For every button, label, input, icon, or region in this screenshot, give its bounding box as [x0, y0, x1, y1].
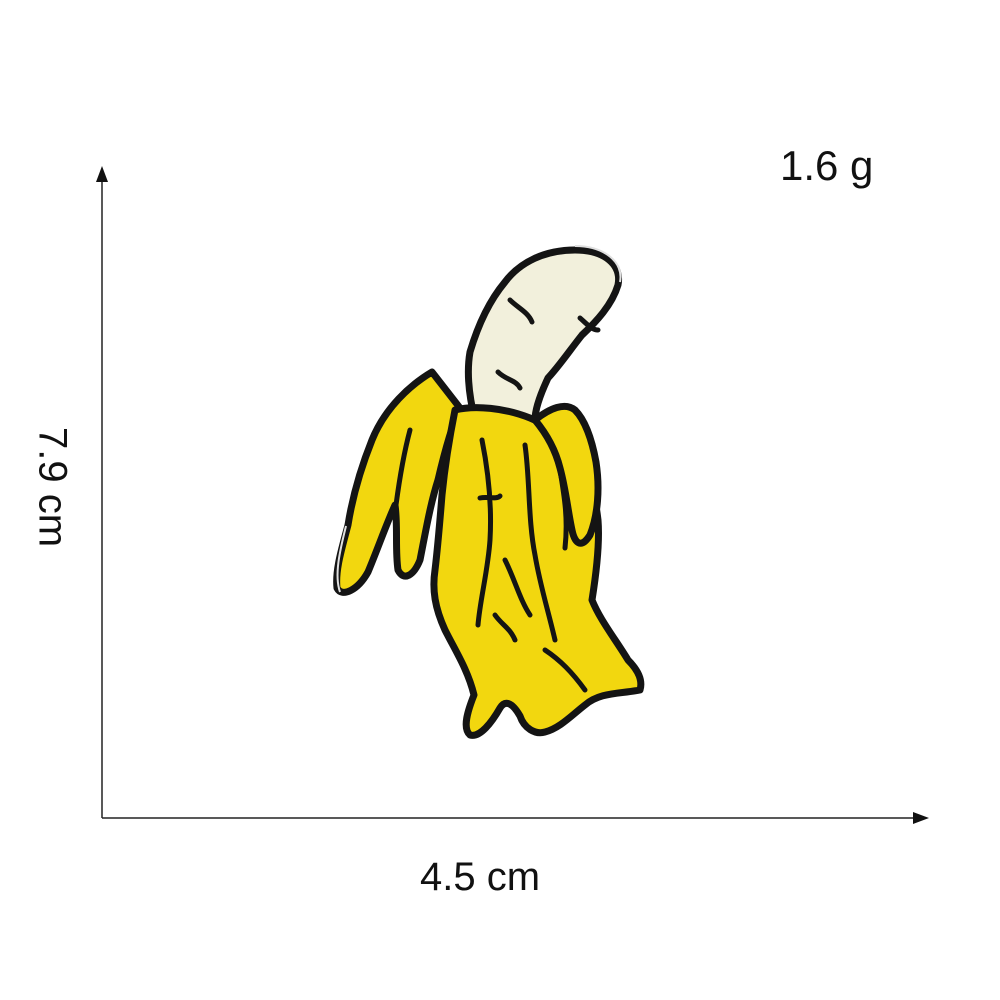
right-arrow-icon — [913, 812, 929, 824]
width-label: 4.5 cm — [420, 855, 541, 899]
banana-flesh — [464, 246, 623, 424]
up-arrow-icon — [96, 166, 108, 182]
weight-label: 1.6 g — [780, 142, 874, 189]
